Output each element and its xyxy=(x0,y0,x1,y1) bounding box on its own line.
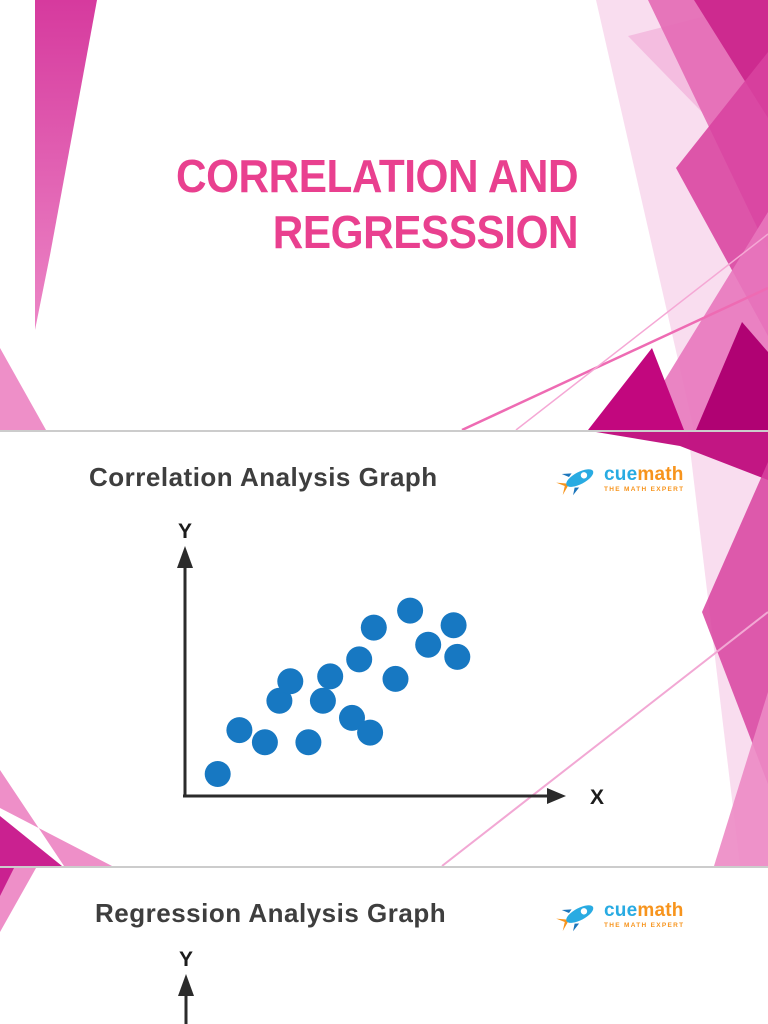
logo-brand-math: math xyxy=(637,900,684,921)
thin-diagonal-line-2 xyxy=(515,233,768,430)
logo-tagline: THE MATH EXPERT xyxy=(604,922,685,929)
slide-1-title: CORRELATION AND REGRESSSION xyxy=(0,0,768,430)
page-separator xyxy=(0,866,768,868)
right-lower-shard xyxy=(634,212,768,430)
regression-chart-partial: Y xyxy=(178,948,194,1024)
right-pale-shard xyxy=(596,0,768,430)
bottom-left-triangle-shape xyxy=(0,348,46,430)
logo-brand-cue: cue xyxy=(604,464,638,485)
scatter-point xyxy=(382,665,409,692)
right-light-streak xyxy=(628,0,768,180)
scatter-point xyxy=(415,631,442,658)
rocket-icon xyxy=(556,905,594,932)
scatter-point xyxy=(295,729,322,756)
scatter-point xyxy=(397,597,424,624)
title-line-2: REGRESSSION xyxy=(272,206,579,258)
logo-tagline: THE MATH EXPERT xyxy=(604,486,685,493)
right-spike-b xyxy=(696,322,768,430)
y-axis-label: Y xyxy=(178,520,192,543)
y-axis-arrowhead xyxy=(177,546,193,568)
page-separator xyxy=(0,430,768,432)
logo-brand-cue: cue xyxy=(604,900,638,921)
scatter-point xyxy=(266,687,293,714)
slide-2-correlation-graph: Correlation Analysis Graph cuemath THE M… xyxy=(0,432,768,866)
scatter-point xyxy=(251,729,278,756)
scatter-point xyxy=(309,687,336,714)
correlation-scatter-chart: Y X xyxy=(177,520,604,809)
scatter-point xyxy=(357,719,384,746)
right-deep-corner xyxy=(694,0,768,118)
logo-brand: cuemath xyxy=(604,465,684,484)
slide-heading: Regression Analysis Graph xyxy=(95,898,447,928)
scatter-point xyxy=(346,646,373,673)
logo-brand: cuemath xyxy=(604,901,684,920)
scatter-point xyxy=(226,717,253,744)
slide-3-regression-graph: Regression Analysis Graph cuemath THE MA… xyxy=(0,868,768,1024)
x-axis-label: X xyxy=(590,786,604,809)
right-medium-shard xyxy=(648,0,768,250)
left-shard-shape xyxy=(35,0,97,330)
scatter-point xyxy=(360,614,387,641)
scatter-point xyxy=(440,612,467,639)
slide-heading: Correlation Analysis Graph xyxy=(89,462,438,492)
scatter-point xyxy=(204,761,231,787)
scatter-point xyxy=(277,668,304,695)
thin-diagonal-line-1 xyxy=(461,286,768,430)
logo-text: cuemath THE MATH EXPERT xyxy=(604,901,684,929)
cuemath-logo: cuemath THE MATH EXPERT xyxy=(556,462,684,496)
scatter-point xyxy=(317,663,344,690)
x-axis-arrowhead xyxy=(547,788,566,804)
cuemath-logo: cuemath THE MATH EXPERT xyxy=(556,898,684,932)
logo-text: cuemath THE MATH EXPERT xyxy=(604,465,684,493)
presentation-title: CORRELATION AND REGRESSSION xyxy=(175,148,579,260)
scatter-dots-group xyxy=(204,597,471,787)
logo-brand-math: math xyxy=(637,464,684,485)
right-mid-shard xyxy=(676,52,768,336)
title-line-1: CORRELATION AND xyxy=(175,150,579,202)
y-axis-label: Y xyxy=(179,948,193,971)
scatter-point xyxy=(339,704,365,731)
y-axis-arrowhead xyxy=(178,974,194,996)
rocket-icon xyxy=(556,469,594,496)
right-spike-a xyxy=(588,348,684,430)
scatter-point xyxy=(444,643,471,670)
